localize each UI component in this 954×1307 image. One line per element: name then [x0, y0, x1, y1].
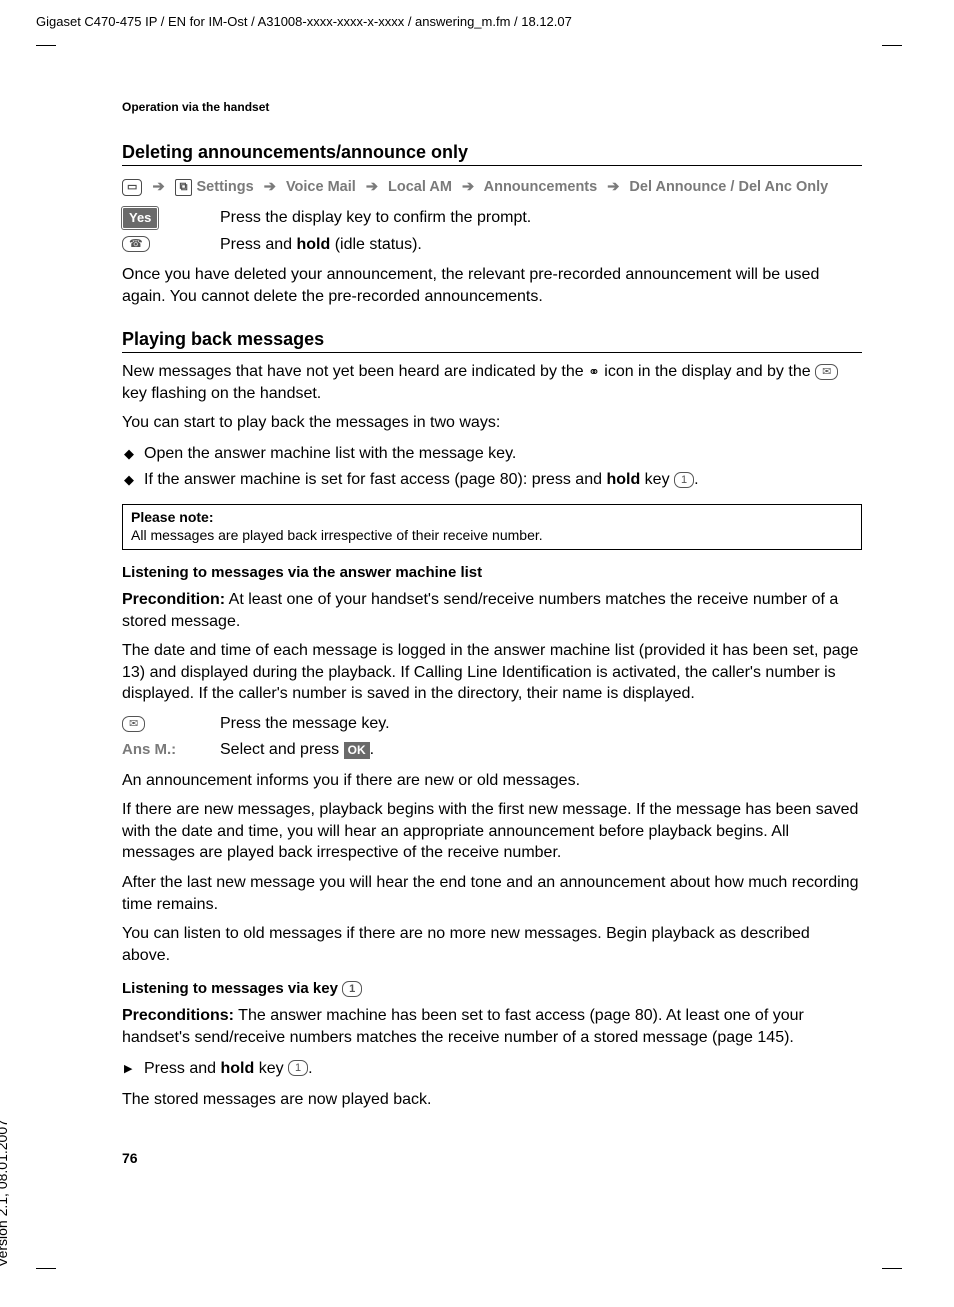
paragraph: You can start to play back the messages … [122, 412, 862, 434]
paragraph: After the last new message you will hear… [122, 872, 862, 915]
nav-item: Voice Mail [286, 179, 356, 195]
step-row: ✉ Press the message key. [122, 713, 862, 735]
paragraph: An announcement informs you if there are… [122, 770, 862, 792]
list-item: Press and hold key 1. [122, 1057, 862, 1081]
ans-m-label: Ans M.: [122, 741, 176, 758]
menu-icon: ▭ [122, 179, 142, 196]
paragraph: You can listen to old messages if there … [122, 923, 862, 966]
message-key-icon: ✉ [122, 716, 145, 732]
step-text: Select and press OK. [220, 739, 862, 761]
settings-icon: ⧉ [175, 179, 193, 196]
doc-header: Gigaset C470-475 IP / EN for IM-Ost / A3… [36, 14, 572, 29]
paragraph: New messages that have not yet been hear… [122, 361, 862, 404]
running-head: Operation via the handset [122, 100, 862, 114]
nav-item: Del Announce [629, 179, 726, 195]
step-text: Press and hold (idle status). [220, 234, 862, 256]
list-item: If the answer machine is set for fast ac… [122, 468, 862, 492]
paragraph: The stored messages are now played back. [122, 1089, 862, 1111]
menu-path: ▭ ➔ ⧉ Settings ➔ Voice Mail ➔ Local AM ➔… [122, 176, 862, 199]
bullet-list: Open the answer machine list with the me… [122, 442, 862, 492]
note-body: All messages are played back irrespectiv… [131, 527, 853, 543]
subsection-title: Listening to messages via key 1 [122, 980, 862, 997]
paragraph: The date and time of each message is log… [122, 640, 862, 705]
paragraph: Preconditions: The answer machine has be… [122, 1005, 862, 1048]
new-message-icon: ⚭ [588, 363, 600, 379]
step-text: Press the message key. [220, 713, 862, 735]
key-1-icon: 1 [674, 472, 694, 488]
key-1-icon: 1 [288, 1060, 308, 1076]
paragraph: If there are new messages, playback begi… [122, 799, 862, 864]
paragraph: Once you have deleted your announcement,… [122, 264, 862, 307]
note-title: Please note: [131, 509, 853, 525]
nav-sep: / [730, 179, 734, 195]
paragraph: Precondition: At least one of your hands… [122, 589, 862, 632]
hangup-key-icon: ☎ [122, 236, 150, 252]
section-title-playing: Playing back messages [122, 329, 862, 353]
crop-mark [36, 45, 56, 46]
nav-item: Del Anc Only [738, 179, 828, 195]
note-box: Please note: All messages are played bac… [122, 504, 862, 550]
crop-mark [36, 1268, 56, 1269]
page-number: 76 [122, 1150, 862, 1166]
step-row: Yes Press the display key to confirm the… [122, 207, 862, 229]
subsection-title: Listening to messages via the answer mac… [122, 564, 862, 581]
message-key-icon: ✉ [815, 364, 838, 380]
version-label: Version 2.1, 08.01.2007 [0, 1119, 10, 1267]
crop-mark [882, 45, 902, 46]
step-text: Press the display key to confirm the pro… [220, 207, 862, 229]
nav-item: Announcements [484, 179, 598, 195]
bullet-list: Press and hold key 1. [122, 1057, 862, 1081]
nav-item: Settings [197, 179, 254, 195]
nav-item: Local AM [388, 179, 452, 195]
key-1-icon: 1 [342, 981, 362, 997]
crop-mark [882, 1268, 902, 1269]
yes-key-badge: Yes [122, 207, 158, 229]
ok-key-badge: OK [344, 742, 370, 759]
list-item: Open the answer machine list with the me… [122, 442, 862, 466]
step-row: ☎ Press and hold (idle status). [122, 234, 862, 256]
section-title-deleting: Deleting announcements/announce only [122, 142, 862, 166]
step-row: Ans M.: Select and press OK. [122, 739, 862, 761]
